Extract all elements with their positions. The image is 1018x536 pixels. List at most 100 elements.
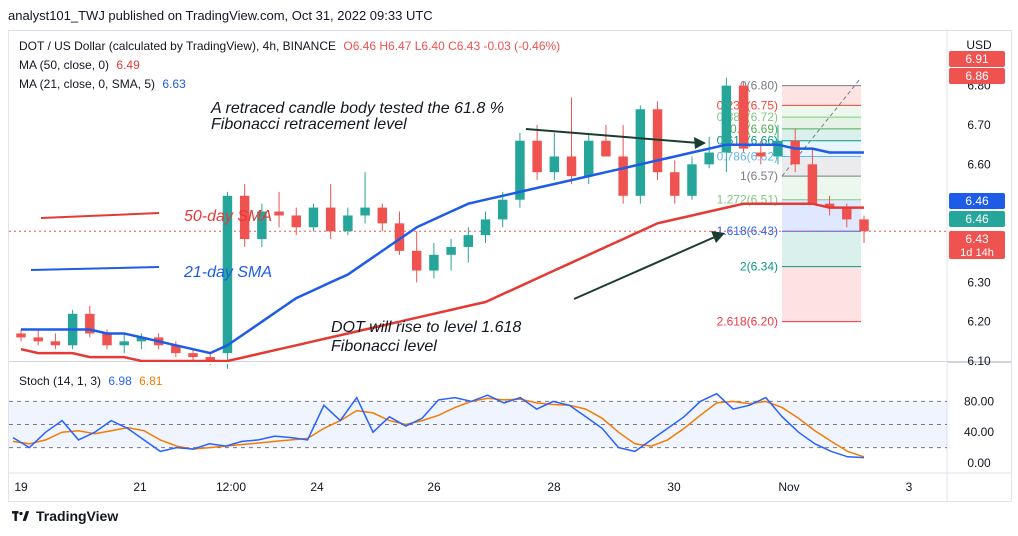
time-tick-label: 12:00: [216, 480, 246, 494]
candle: [807, 148, 818, 204]
fib-zone: [782, 85, 861, 106]
price-badge-label: 6.43: [965, 232, 989, 246]
price-badge: [949, 193, 1005, 209]
fib-zone: [782, 128, 861, 141]
candle-body: [842, 207, 852, 220]
stoch-tick-label: 40.00: [964, 425, 994, 439]
tradingview-brand: TradingView: [36, 508, 119, 524]
candle-body: [222, 195, 233, 354]
candle-body: [205, 357, 215, 361]
candle: [549, 132, 560, 181]
time-tick-label: 19: [14, 480, 28, 494]
price-badge: [949, 231, 1005, 259]
candle: [50, 333, 61, 350]
candle: [85, 305, 95, 338]
candle-body: [687, 164, 697, 196]
candle: [704, 136, 714, 169]
candle-body: [532, 140, 542, 173]
candle-body: [325, 207, 336, 232]
candle: [601, 125, 611, 157]
symbol-legend: DOT / US Dollar (calculated by TradingVi…: [19, 39, 560, 53]
candle: [377, 203, 388, 232]
candle: [222, 191, 233, 369]
price-badge-label: 6.46: [965, 212, 989, 226]
annotation-retrace-line1: A retraced candle body tested the 61.8 %: [210, 100, 504, 117]
ma50-legend[interactable]: MA (50, close, 0) 6.49: [19, 58, 140, 72]
ma21-legend[interactable]: MA (21, close, 0, SMA, 5) 6.63: [19, 77, 186, 91]
fib-level-label: 1(6.57): [740, 169, 778, 183]
candle: [824, 195, 835, 216]
candle: [16, 329, 26, 342]
candle: [618, 125, 628, 204]
price-tick-label: 6.10: [967, 354, 991, 368]
candle: [394, 211, 405, 255]
candle-body: [394, 223, 405, 251]
candle: [446, 239, 456, 271]
candle-body: [635, 109, 646, 196]
candle: [670, 160, 680, 204]
candle: [721, 77, 732, 173]
candle-body: [16, 333, 26, 338]
candle-body: [188, 353, 198, 358]
ohlc-values: O6.46 H6.47 L6.40 C6.43 -0.03 (-0.46%): [343, 39, 561, 53]
fib-level-label: 2(6.34): [740, 260, 778, 274]
time-tick-label: 24: [310, 480, 324, 494]
annotation-arrow-rise: [573, 235, 718, 300]
ma21-value: 6.63: [162, 77, 186, 91]
annotation-arrow-retrace: [525, 128, 700, 144]
candle-body: [239, 195, 250, 240]
candle-body: [102, 333, 112, 346]
ma21-label: MA (21, close, 0, SMA, 5): [19, 77, 156, 91]
time-tick-label: Nov: [778, 480, 799, 494]
price-badge-label: 6.91: [965, 52, 989, 66]
price-axis-bg: [947, 31, 1011, 501]
candle-body: [497, 199, 508, 220]
time-tick-label: 21: [133, 480, 147, 494]
ma50-line: [20, 202, 864, 363]
price-tick-label: 6.20: [967, 315, 991, 329]
annotation-rise-line2: Fibonacci level: [331, 338, 437, 355]
ma50-value: 6.49: [116, 58, 140, 72]
candle: [343, 207, 353, 236]
candle-body: [308, 207, 319, 228]
ma21-line: [21, 143, 864, 355]
stoch-k-value: 6.98: [108, 374, 132, 388]
candle-body: [859, 219, 869, 232]
candle-body: [807, 164, 818, 204]
time-tick-label: 30: [667, 480, 681, 494]
candle-body: [566, 156, 577, 177]
pane-gap: [9, 362, 947, 364]
candle-body: [257, 211, 267, 240]
candle: [480, 211, 491, 243]
candle: [188, 349, 198, 361]
candle-body: [446, 246, 456, 255]
candle: [171, 341, 181, 358]
candle-body: [343, 215, 353, 232]
publish-header: analyst101_TWJ published on TradingView.…: [8, 8, 433, 23]
candle-body: [33, 337, 43, 342]
price-badge: [949, 68, 1005, 84]
candle-body: [274, 211, 284, 216]
candle-body: [411, 250, 422, 271]
price-badge: [949, 51, 1005, 67]
candle-body: [377, 207, 388, 224]
time-tick-label: 26: [427, 480, 441, 494]
symbol-title[interactable]: DOT / US Dollar (calculated by TradingVi…: [19, 39, 337, 53]
candle-body: [136, 337, 147, 342]
price-tick-label: 6.70: [967, 118, 991, 132]
candle-body: [670, 172, 680, 196]
tradingview-footer[interactable]: TradingView: [12, 508, 118, 524]
candle: [119, 333, 129, 354]
annotation-rise-line1: DOT will rise to level 1.618: [331, 319, 521, 336]
candle: [257, 203, 267, 247]
stoch-legend[interactable]: Stoch (14, 1, 3) 6.98 6.81: [19, 374, 162, 388]
candle-body: [601, 140, 611, 157]
candle-body: [85, 313, 95, 334]
price-tick-label: 6.30: [967, 275, 991, 289]
fib-level-label: 1.618(6.43): [717, 224, 778, 238]
candle-body: [773, 140, 783, 157]
annotation-sma50: 50-day SMA: [184, 208, 272, 225]
fib-zone: [782, 117, 861, 129]
fib-zone: [782, 156, 861, 177]
candle: [239, 184, 250, 247]
